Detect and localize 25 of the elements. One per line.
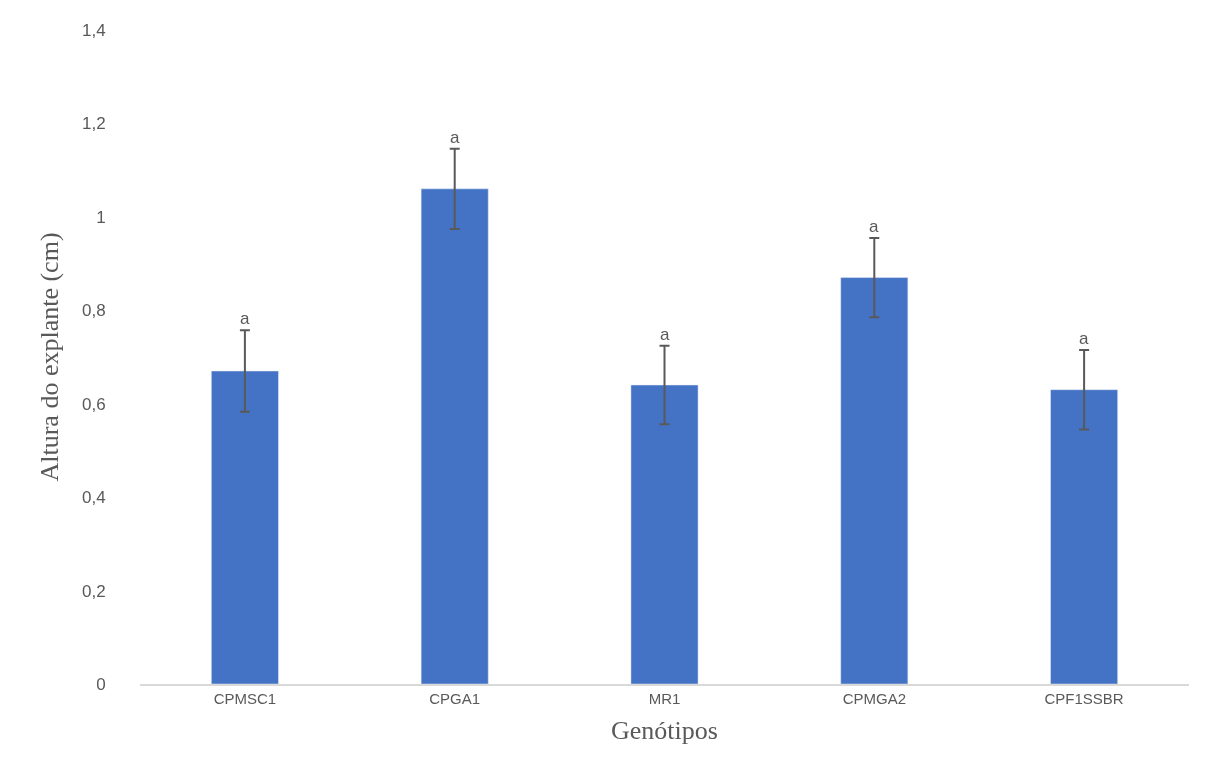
y-tick-label: 0,6 <box>81 394 106 414</box>
bar <box>420 188 489 684</box>
x-tick-label: CPF1SSBR <box>1044 689 1124 707</box>
y-axis-title: Altura do explante (cm) <box>35 232 65 482</box>
y-tick-label: 1 <box>96 207 106 227</box>
y-tick-label: 1,4 <box>81 20 106 40</box>
x-tick-label: CPMSC1 <box>213 689 277 707</box>
y-tick-label: 1,2 <box>81 114 106 134</box>
y-tick-label: 0,2 <box>81 581 106 601</box>
bar <box>630 384 699 684</box>
x-tick-label: CPGA1 <box>429 689 481 707</box>
bar <box>211 370 279 684</box>
bar <box>1050 389 1118 684</box>
annotation: a <box>450 128 460 147</box>
annotation: a <box>240 309 250 328</box>
y-tick-label: 0 <box>96 674 106 694</box>
annotation: a <box>660 325 670 344</box>
bar <box>840 277 909 684</box>
annotation: a <box>1079 329 1089 348</box>
x-tick-label: CPMGA2 <box>842 689 906 707</box>
y-tick-label: 0,4 <box>81 488 106 508</box>
x-axis-title: Genótipos <box>611 715 718 745</box>
x-tick-label: MR1 <box>648 689 681 707</box>
annotation: a <box>869 217 879 236</box>
y-tick-label: 0,8 <box>81 301 106 321</box>
